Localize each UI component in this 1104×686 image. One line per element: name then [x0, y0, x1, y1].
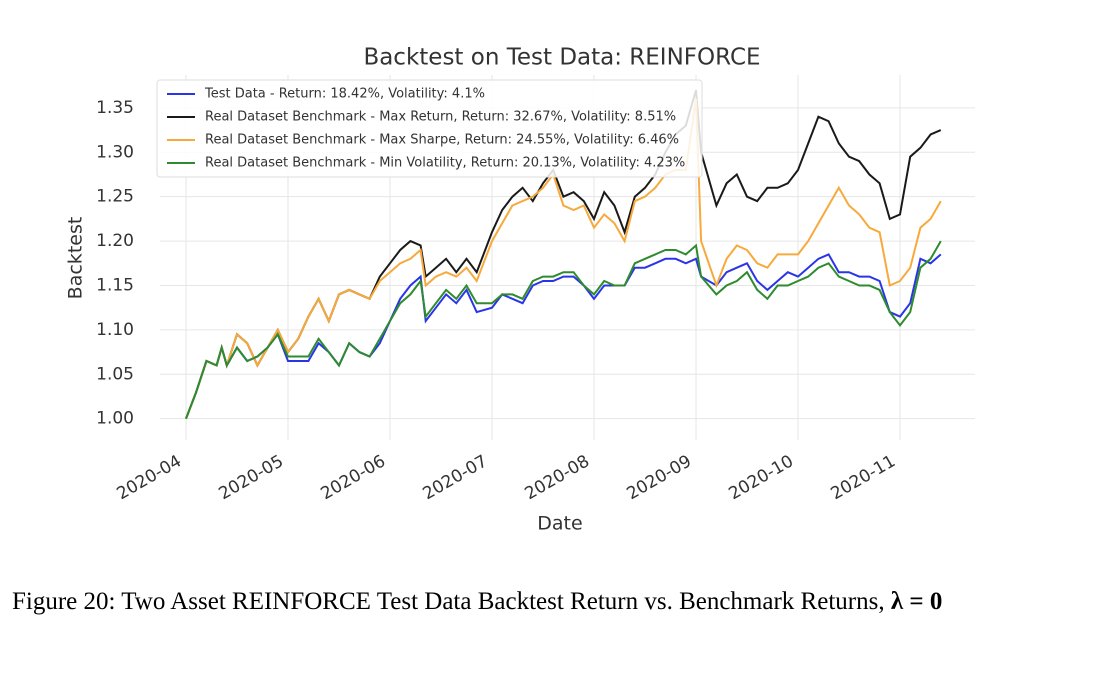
x-axis-label: Date	[537, 513, 582, 535]
y-tick-label: 1.30	[96, 142, 134, 162]
y-tick-label: 1.10	[96, 320, 134, 340]
chart-title: Backtest on Test Data: REINFORCE	[363, 45, 760, 71]
y-tick-label: 1.20	[96, 231, 134, 251]
series-line	[185, 253, 942, 420]
y-tick-label: 1.05	[96, 364, 134, 384]
legend-label: Real Dataset Benchmark - Max Return, Ret…	[205, 110, 676, 125]
x-tick-label: 2020-11	[828, 451, 900, 504]
x-tick-label: 2020-04	[113, 451, 185, 504]
caption: Figure 20: Two Asset REINFORCE Test Data…	[12, 584, 1097, 620]
legend-box	[156, 79, 703, 178]
y-tick-label: 1.00	[96, 409, 134, 429]
series-line	[185, 240, 942, 420]
x-tick-label: 2020-05	[215, 451, 287, 504]
x-tick-label: 2020-08	[522, 451, 594, 504]
legend: Test Data - Return: 18.42%, Volatility: …	[156, 79, 703, 178]
legend-label: Real Dataset Benchmark - Min Volatility,…	[205, 156, 685, 171]
lines	[185, 89, 942, 420]
y-tick-label: 1.35	[96, 98, 134, 118]
chart: Backtest on Test Data: REINFORCE Date Ba…	[65, 45, 975, 535]
caption-text: Figure 20: Two Asset REINFORCE Test Data…	[12, 588, 885, 615]
y-tick-label: 1.15	[96, 275, 134, 295]
legend-label: Test Data - Return: 18.42%, Volatility: …	[204, 87, 485, 102]
x-tick-label: 2020-10	[726, 451, 798, 504]
caption-math: λ = 0	[890, 588, 943, 615]
x-tick-label: 2020-09	[624, 451, 696, 504]
legend-label: Real Dataset Benchmark - Max Sharpe, Ret…	[205, 133, 679, 148]
series-line	[185, 98, 942, 420]
x-tick-label: 2020-06	[318, 451, 390, 504]
y-axis-label: Backtest	[65, 217, 87, 300]
y-tick-label: 1.25	[96, 187, 134, 207]
x-tick-label: 2020-07	[420, 451, 492, 504]
